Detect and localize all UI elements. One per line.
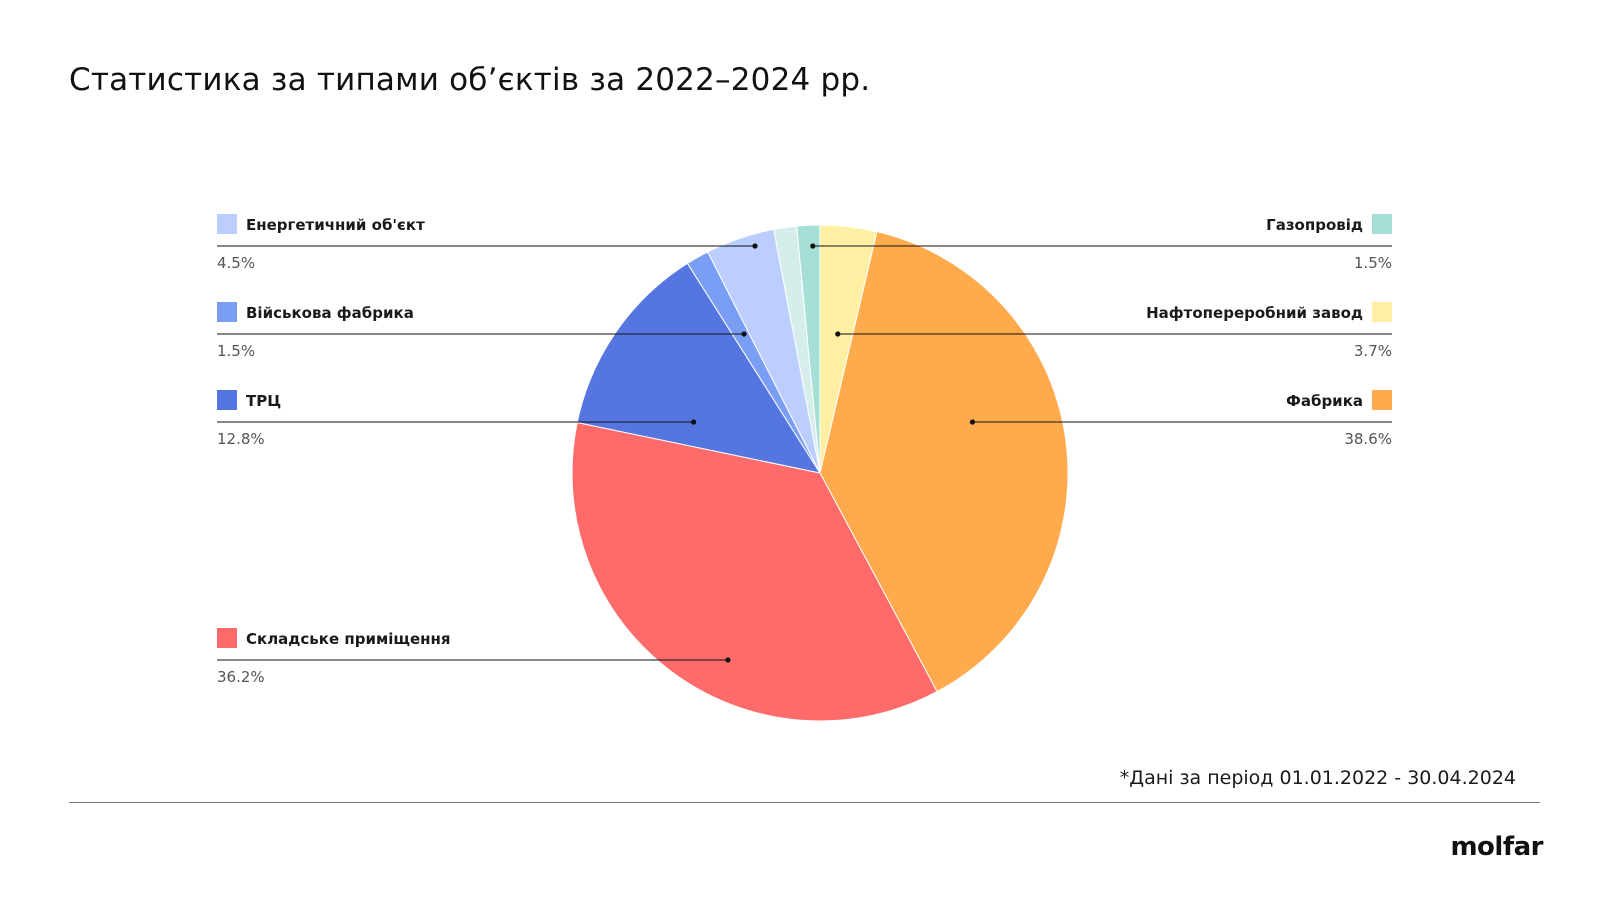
legend-item-нафтопереробний-завод: Нафтопереробний завод 3.7%	[835, 302, 1392, 360]
leader-dot	[691, 419, 697, 425]
legend-label: Складське приміщення	[246, 630, 451, 648]
legend-item-фабрика: Фабрика 38.6%	[969, 390, 1392, 448]
leader-dot	[741, 331, 747, 337]
legend-value: 1.5%	[1354, 254, 1392, 272]
legend-label: Фабрика	[1286, 392, 1363, 410]
footer-divider	[69, 802, 1540, 803]
legend-swatch	[1372, 214, 1392, 234]
leader-dot	[810, 243, 816, 249]
pie-slice-фабрика	[819, 231, 1069, 693]
legend-value: 3.7%	[1354, 342, 1392, 360]
legend-value: 38.6%	[1344, 430, 1392, 448]
pie-slice-трц	[576, 262, 822, 474]
legend-swatch	[1372, 390, 1392, 410]
leader-dot	[835, 331, 841, 337]
legend-item-військова-фабрика: Військова фабрика 1.5%	[217, 302, 747, 360]
molfar-logo: molfar	[1450, 832, 1543, 862]
legend-item-складське-приміщення: Складське приміщення 36.2%	[217, 628, 731, 686]
legend-value: 12.8%	[217, 430, 265, 448]
legend-swatch	[217, 628, 237, 648]
legend-value: 4.5%	[217, 254, 255, 272]
legend-label: Газопровід	[1266, 216, 1363, 234]
pie-slice-газопровід	[796, 224, 821, 474]
legend-swatch	[217, 390, 237, 410]
legend-label: Військова фабрика	[246, 304, 414, 322]
legend-item-енергетичний-об-єкт: Енергетичний об'єкт 4.5%	[217, 214, 758, 272]
legend-swatch	[217, 214, 237, 234]
legend-label: Нафтопереробний завод	[1146, 304, 1363, 322]
legend-item-трц: ТРЦ 12.8%	[217, 390, 697, 448]
data-period-footnote: *Дані за період 01.01.2022 - 30.04.2024	[1119, 767, 1516, 789]
legend-value: 36.2%	[217, 668, 265, 686]
legend-label: Енергетичний об'єкт	[246, 216, 425, 234]
legend-swatch	[217, 302, 237, 322]
pie-slice-складське-приміщення	[571, 421, 938, 722]
leader-dot	[752, 243, 758, 249]
legend-swatch	[1372, 302, 1392, 322]
legend-item-газопровід: Газопровід 1.5%	[810, 214, 1392, 272]
legend-value: 1.5%	[217, 342, 255, 360]
legend-label: ТРЦ	[246, 392, 281, 410]
chart-title: Статистика за типами обʼєктів за 2022–20…	[69, 62, 871, 98]
leader-dot	[725, 657, 731, 663]
leader-dot	[969, 419, 976, 425]
